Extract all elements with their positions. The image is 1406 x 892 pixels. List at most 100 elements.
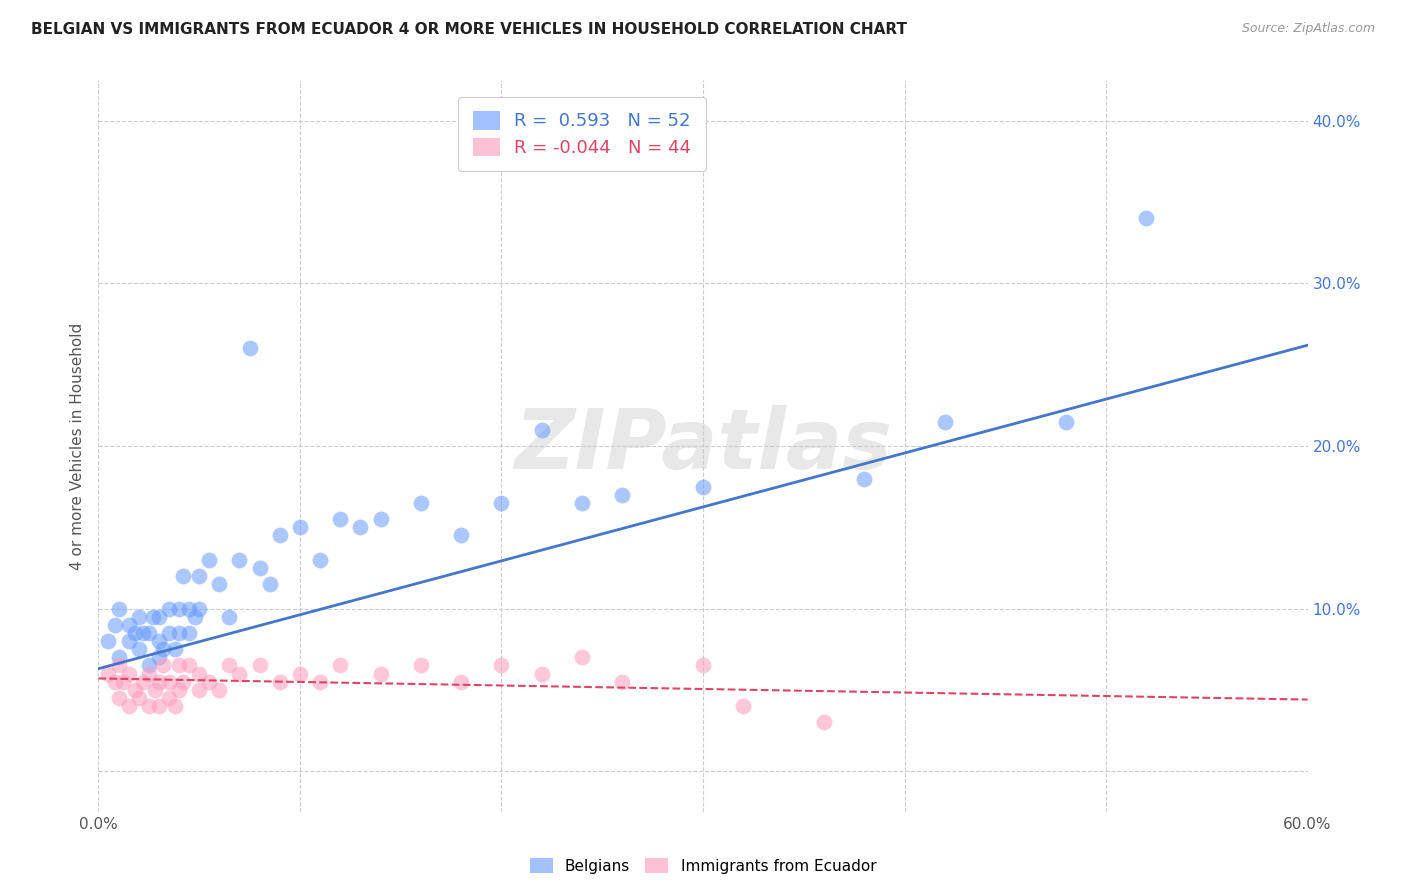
Point xyxy=(349,520,371,534)
Legend: R =  0.593   N = 52, R = -0.044   N = 44: R = 0.593 N = 52, R = -0.044 N = 44 xyxy=(458,96,706,171)
Point xyxy=(813,715,835,730)
Point xyxy=(148,699,170,714)
Point xyxy=(167,658,190,673)
Point xyxy=(491,658,513,673)
Point xyxy=(172,674,194,689)
Point xyxy=(409,658,432,673)
Point xyxy=(269,528,291,542)
Point xyxy=(571,650,593,665)
Point xyxy=(612,674,634,689)
Point xyxy=(138,699,160,714)
Point xyxy=(138,666,160,681)
Point xyxy=(167,601,190,615)
Point xyxy=(148,650,170,665)
Point xyxy=(218,658,240,673)
Point xyxy=(329,512,352,526)
Point xyxy=(692,480,714,494)
Point xyxy=(107,650,129,665)
Point xyxy=(148,634,170,648)
Point xyxy=(118,699,141,714)
Point xyxy=(163,642,186,657)
Point xyxy=(188,682,211,697)
Point xyxy=(370,512,392,526)
Point xyxy=(163,699,186,714)
Point xyxy=(409,496,432,510)
Point xyxy=(450,674,472,689)
Point xyxy=(450,528,472,542)
Point xyxy=(103,617,125,632)
Point xyxy=(288,520,311,534)
Point xyxy=(111,674,134,689)
Point xyxy=(198,674,221,689)
Point xyxy=(1054,415,1077,429)
Legend: Belgians, Immigrants from Ecuador: Belgians, Immigrants from Ecuador xyxy=(523,852,883,880)
Point xyxy=(188,569,211,583)
Y-axis label: 4 or more Vehicles in Household: 4 or more Vehicles in Household xyxy=(69,322,84,570)
Point xyxy=(853,471,876,485)
Point xyxy=(692,658,714,673)
Point xyxy=(179,626,201,640)
Point xyxy=(370,666,392,681)
Point xyxy=(309,674,332,689)
Point xyxy=(208,577,231,591)
Point xyxy=(132,626,155,640)
Point xyxy=(128,642,150,657)
Point xyxy=(934,415,956,429)
Point xyxy=(188,666,211,681)
Point xyxy=(249,658,271,673)
Point xyxy=(329,658,352,673)
Point xyxy=(118,617,141,632)
Point xyxy=(228,553,250,567)
Point xyxy=(167,682,190,697)
Point xyxy=(218,609,240,624)
Point xyxy=(132,674,155,689)
Point xyxy=(128,609,150,624)
Point xyxy=(571,496,593,510)
Point xyxy=(239,342,262,356)
Point xyxy=(228,666,250,681)
Point xyxy=(107,690,129,705)
Text: Source: ZipAtlas.com: Source: ZipAtlas.com xyxy=(1241,22,1375,36)
Point xyxy=(128,690,150,705)
Point xyxy=(118,666,141,681)
Point xyxy=(179,601,201,615)
Text: BELGIAN VS IMMIGRANTS FROM ECUADOR 4 OR MORE VEHICLES IN HOUSEHOLD CORRELATION C: BELGIAN VS IMMIGRANTS FROM ECUADOR 4 OR … xyxy=(31,22,907,37)
Point xyxy=(184,609,207,624)
Point xyxy=(157,626,180,640)
Point xyxy=(103,674,125,689)
Point xyxy=(124,626,146,640)
Point xyxy=(288,666,311,681)
Point xyxy=(148,609,170,624)
Point xyxy=(1135,211,1157,226)
Point xyxy=(148,674,170,689)
Point xyxy=(152,642,174,657)
Text: ZIPatlas: ZIPatlas xyxy=(515,406,891,486)
Point xyxy=(152,658,174,673)
Point xyxy=(118,634,141,648)
Point xyxy=(309,553,332,567)
Point xyxy=(138,626,160,640)
Point xyxy=(157,690,180,705)
Point xyxy=(491,496,513,510)
Point xyxy=(138,658,160,673)
Point xyxy=(157,601,180,615)
Point xyxy=(249,561,271,575)
Point xyxy=(107,601,129,615)
Point xyxy=(157,674,180,689)
Point xyxy=(97,666,120,681)
Point xyxy=(107,658,129,673)
Point xyxy=(259,577,281,591)
Point xyxy=(143,682,166,697)
Point xyxy=(179,658,201,673)
Point xyxy=(97,634,120,648)
Point xyxy=(198,553,221,567)
Point xyxy=(733,699,755,714)
Point xyxy=(269,674,291,689)
Point xyxy=(530,423,553,437)
Point xyxy=(208,682,231,697)
Point xyxy=(612,488,634,502)
Point xyxy=(530,666,553,681)
Point xyxy=(172,569,194,583)
Point xyxy=(167,626,190,640)
Point xyxy=(188,601,211,615)
